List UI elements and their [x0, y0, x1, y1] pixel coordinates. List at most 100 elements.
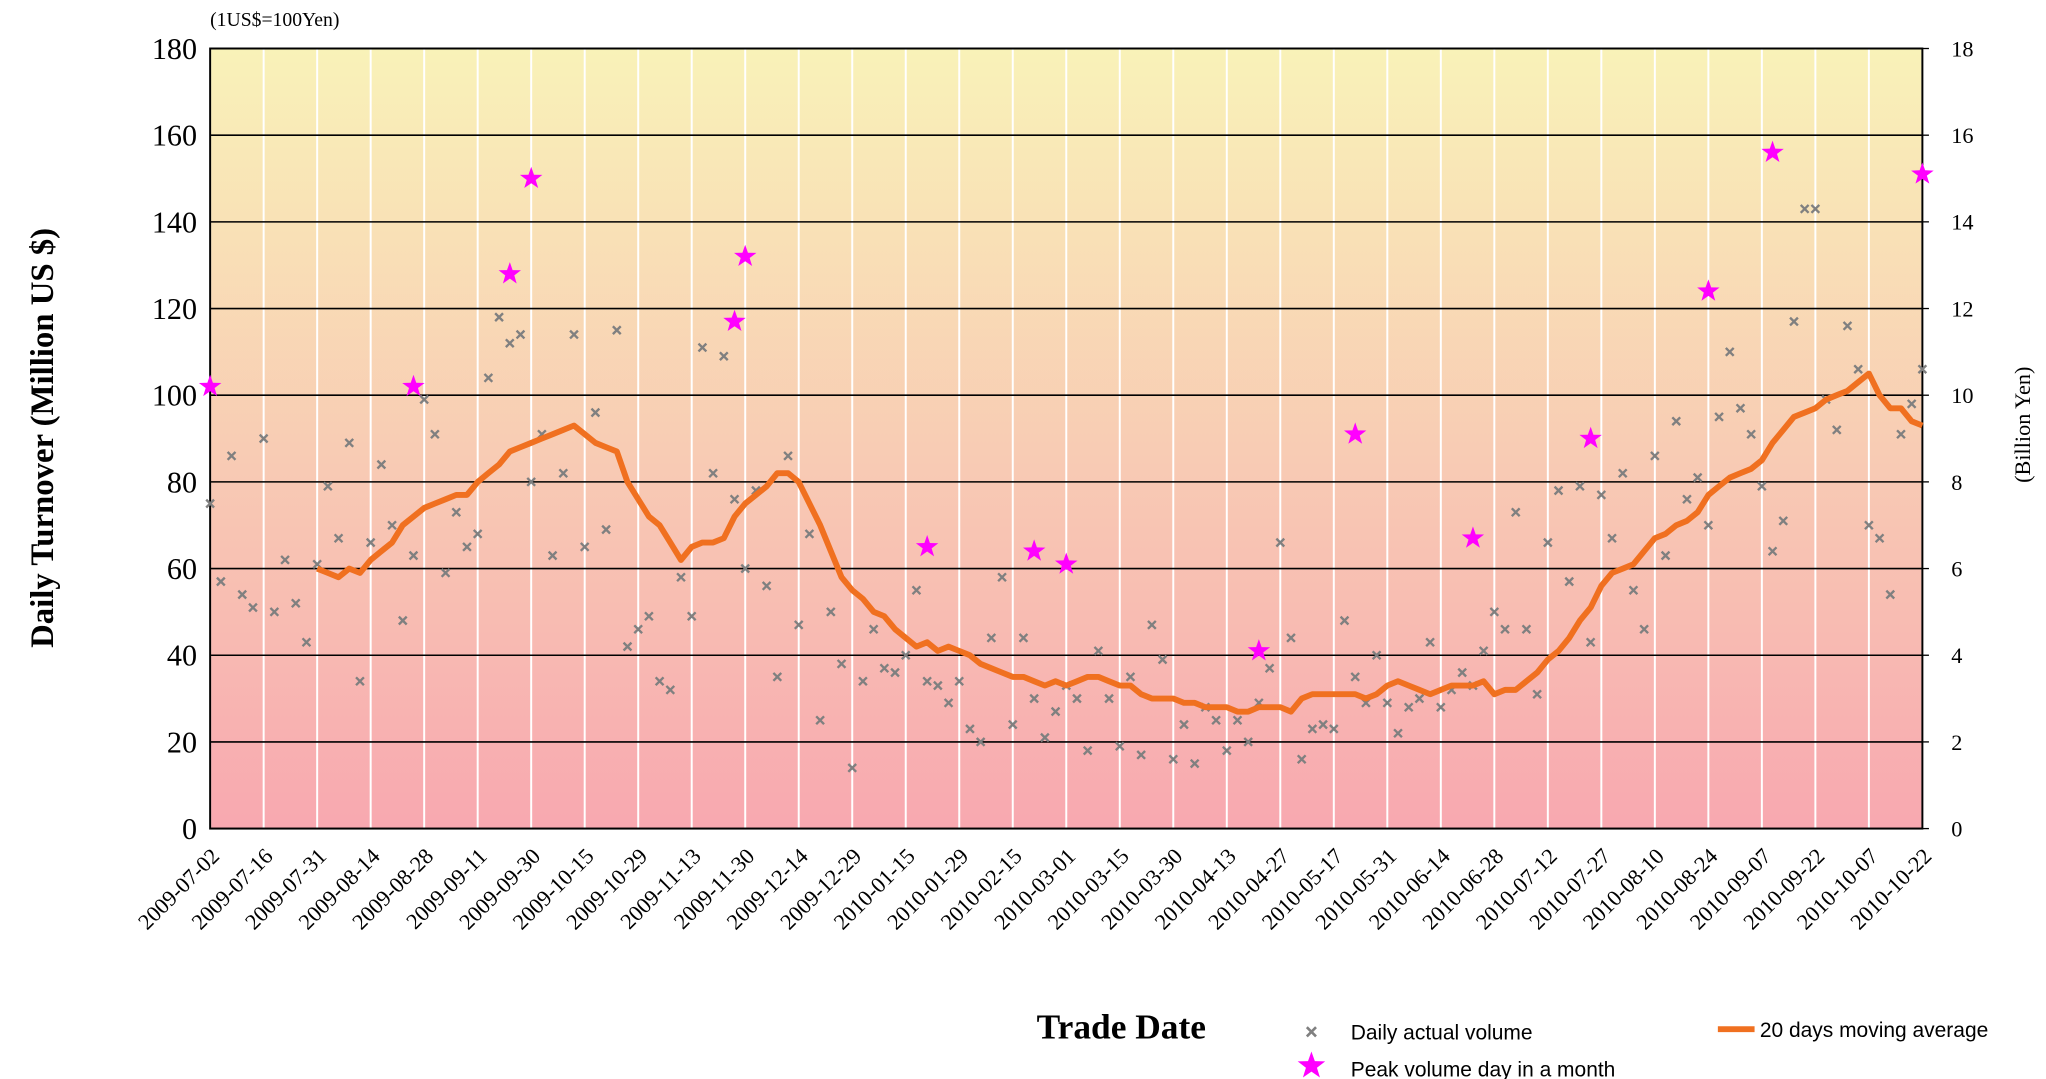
volume-point — [633, 624, 643, 635]
peak-star — [1247, 639, 1271, 661]
volume-point — [1382, 698, 1393, 708]
volume-point — [365, 537, 376, 548]
volume-point — [333, 533, 344, 543]
volume-point — [1885, 589, 1896, 600]
y-tick-label: 0 — [182, 812, 197, 846]
volume-point — [1617, 468, 1628, 478]
volume-point — [1564, 576, 1575, 587]
legend-swatch — [1305, 1026, 1317, 1038]
peak-star — [734, 244, 757, 267]
volume-point — [547, 550, 558, 561]
volume-point — [1232, 715, 1243, 726]
volume-point — [376, 459, 387, 470]
volume-point — [1104, 693, 1114, 704]
volume-point — [1639, 624, 1649, 635]
volume-point — [868, 624, 879, 635]
volume-point — [1115, 741, 1125, 752]
y2-tick-label: 8 — [1951, 470, 1962, 495]
volume-point — [986, 633, 997, 643]
volume-point — [965, 724, 975, 734]
moving-average-line — [316, 370, 1924, 715]
peak-star — [498, 262, 521, 284]
peak-star — [198, 374, 222, 397]
y-tick-label: 120 — [152, 292, 197, 326]
peak-star — [519, 166, 543, 189]
volume-point — [1286, 633, 1296, 643]
peak-star — [1054, 552, 1078, 574]
y2-tick-label: 6 — [1951, 556, 1962, 581]
volume-point — [1414, 693, 1425, 704]
volume-point — [676, 572, 686, 582]
volume-point — [1500, 624, 1510, 635]
volume-point — [440, 568, 451, 578]
y-tick-label: 80 — [167, 465, 197, 499]
volume-point — [1575, 481, 1585, 491]
volume-point — [269, 607, 280, 617]
volume-point — [1832, 425, 1842, 435]
volume-point — [900, 650, 911, 661]
volume-point — [398, 615, 408, 626]
peak-star — [1761, 140, 1784, 163]
volume-point — [1168, 754, 1179, 765]
volume-point — [1585, 637, 1596, 648]
volume-point — [1778, 516, 1789, 526]
volume-point — [644, 611, 654, 622]
volume-point — [1746, 429, 1756, 439]
y-tick-label: 40 — [167, 639, 197, 673]
volume-point — [258, 433, 269, 444]
volume-point — [216, 576, 226, 587]
volume-point — [911, 585, 922, 595]
volume-point — [1628, 585, 1639, 595]
x-axis-label: Trade Date — [1037, 1006, 1206, 1046]
y-tick-label: 140 — [152, 205, 197, 239]
volume-point — [686, 611, 697, 622]
volume-point — [783, 451, 793, 461]
volume-point — [355, 676, 365, 687]
volume-point — [665, 685, 676, 695]
volume-point — [1125, 672, 1136, 682]
volume-point — [1799, 204, 1810, 214]
volume-point — [1243, 737, 1253, 747]
volume-point — [505, 338, 515, 348]
y-tick-label: 60 — [167, 552, 197, 586]
volume-point — [815, 715, 825, 726]
volume-point — [933, 680, 943, 691]
volume-point — [1029, 693, 1039, 704]
volume-point — [1724, 347, 1735, 357]
volume-point — [1307, 724, 1318, 734]
volume-point — [697, 342, 708, 353]
volume-point — [280, 555, 290, 565]
volume-point — [1339, 615, 1350, 626]
volume-point — [943, 698, 954, 708]
volume-point — [1050, 706, 1061, 717]
volume-point — [1810, 204, 1821, 214]
y-tick-label: 160 — [152, 119, 197, 153]
volume-point — [1703, 520, 1714, 530]
y2-axis-label: (Billion Yen) — [2010, 367, 2035, 483]
volume-point — [729, 494, 740, 504]
volume-point — [1072, 693, 1082, 704]
volume-point — [590, 407, 601, 418]
volume-point — [922, 676, 932, 687]
volume-point — [1607, 533, 1617, 543]
volume-point — [997, 572, 1007, 582]
volume-point — [323, 481, 333, 491]
y2-tick-label: 18 — [1951, 36, 1973, 61]
volume-point — [1403, 702, 1414, 713]
volume-point — [408, 550, 419, 561]
peak-star — [1461, 526, 1485, 548]
volume-point — [1371, 650, 1382, 661]
volume-point — [1457, 667, 1467, 678]
volume-point — [601, 524, 611, 535]
volume-point — [1157, 654, 1168, 665]
volume-point — [612, 325, 622, 335]
volume-point — [1264, 663, 1275, 674]
volume-point — [1436, 702, 1446, 713]
volume-point — [472, 529, 483, 539]
volume-point — [1767, 546, 1778, 556]
peak-star — [1579, 426, 1602, 449]
volume-point — [1521, 624, 1532, 635]
volume-point — [558, 468, 569, 478]
volume-point — [1478, 646, 1489, 656]
volume-point — [1650, 451, 1660, 461]
